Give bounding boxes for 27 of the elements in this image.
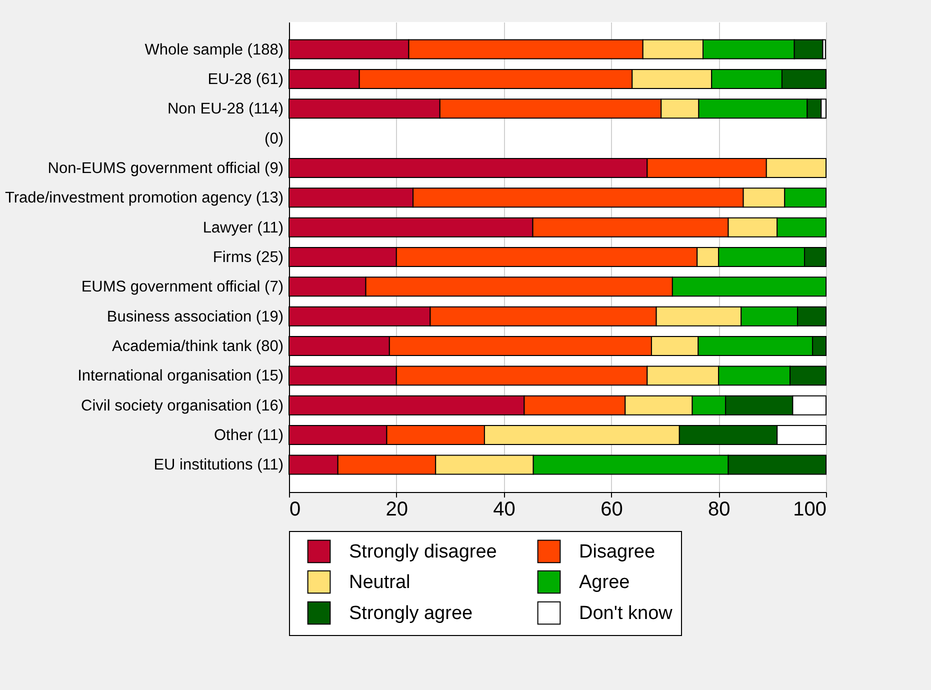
y-tick-label: Civil society organisation (16) xyxy=(81,397,284,414)
y-tick-label: International organisation (15) xyxy=(78,368,284,385)
legend-label: Don't know xyxy=(579,603,673,624)
y-tick-label: Lawyer (11) xyxy=(202,219,284,236)
x-tick-label: 100 xyxy=(793,498,826,520)
legend-label: Strongly disagree xyxy=(349,541,497,562)
legend-label: Agree xyxy=(579,572,630,593)
y-tick-label: (0) xyxy=(264,130,284,148)
x-tick-label: 20 xyxy=(386,498,408,520)
x-tick-label: 80 xyxy=(708,498,730,520)
x-tick-label: 60 xyxy=(600,498,623,520)
x-tick-label: 40 xyxy=(493,498,516,520)
legend-label: Neutral xyxy=(349,572,410,593)
y-tick-label: Trade/investment promotion agency (13) xyxy=(4,190,284,207)
legend-label: Strongly agree xyxy=(349,603,473,624)
y-tick-label: Business association (19) xyxy=(106,308,284,326)
y-tick-label: Other (11) xyxy=(214,427,284,444)
y-tick-label: Non EU-28 (114) xyxy=(167,100,284,118)
y-tick-label: EU institutions (11) xyxy=(154,456,284,474)
y-tick-label: EUMS government official (7) xyxy=(81,278,284,296)
y-tick-label: EU-28 (61) xyxy=(208,70,284,88)
y-tick-label: Non-EUMS government official (9) xyxy=(48,160,284,177)
legend-label: Disagree xyxy=(579,541,656,562)
y-tick-label: Whole sample (188) xyxy=(144,41,284,58)
y-tick-label: Firms (25) xyxy=(212,249,284,266)
y-tick-label: Academia/think tank (80) xyxy=(112,338,284,356)
x-tick-label: 0 xyxy=(290,498,301,520)
